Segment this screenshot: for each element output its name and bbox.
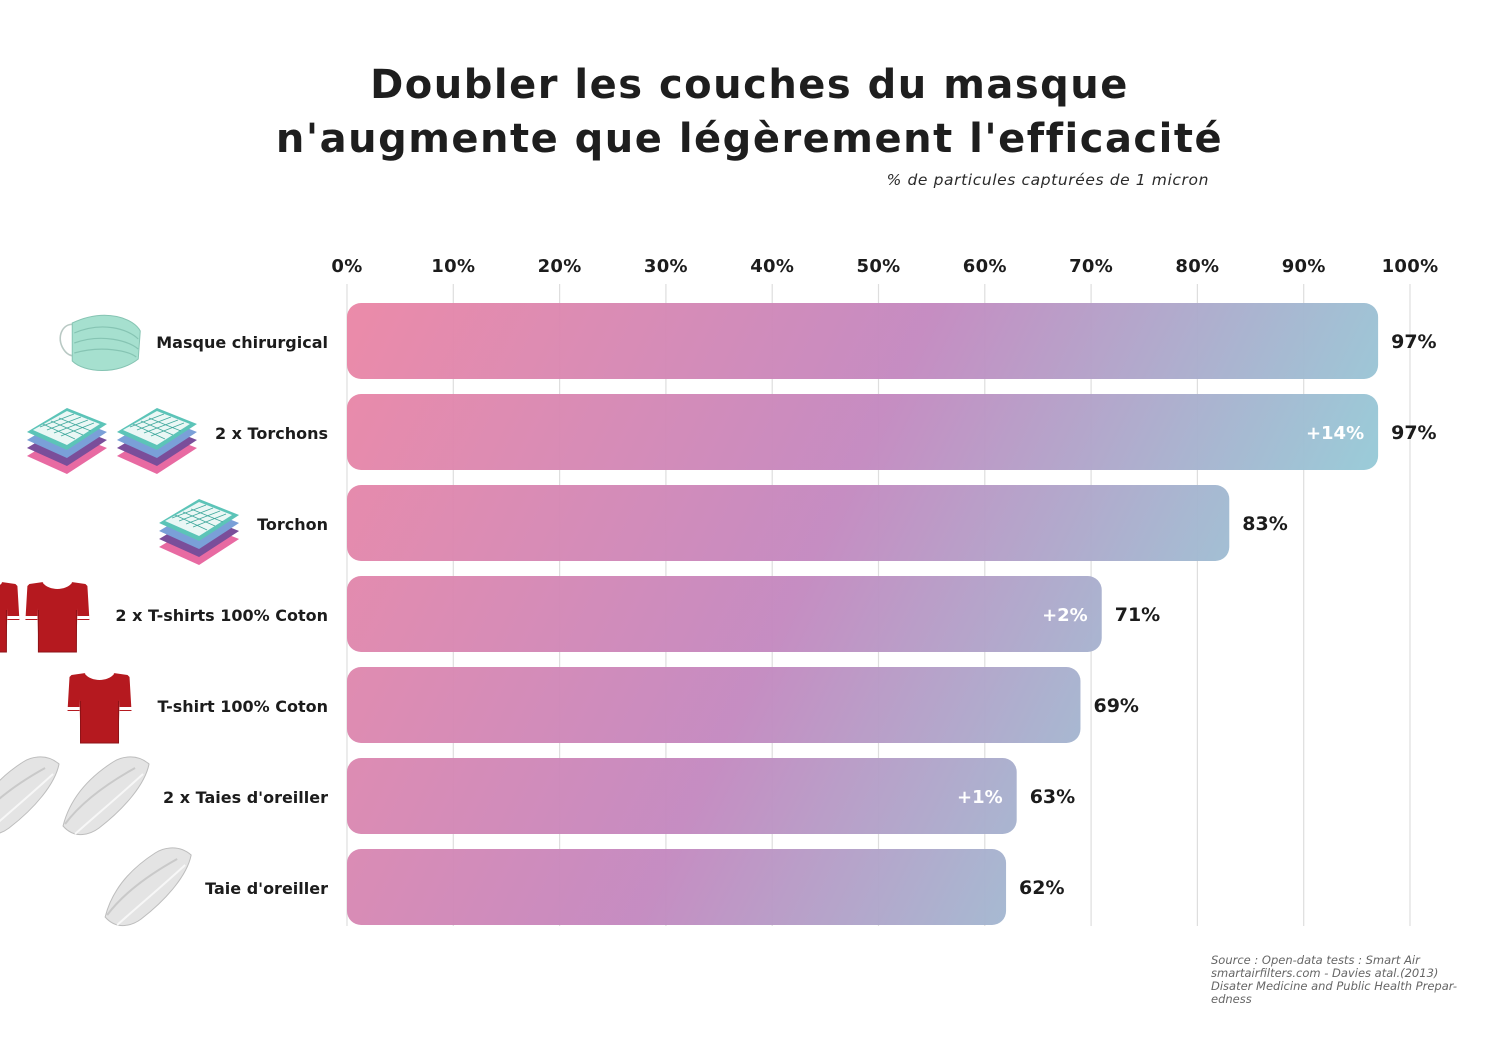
x-tick-label: 10% (431, 256, 475, 277)
category-label: 2 x Torchons (215, 424, 328, 443)
towel-icon (116, 407, 198, 475)
category-label: 2 x T-shirts 100% Coton (115, 606, 328, 625)
source-line-2: smartairfilters.com - Davies atal.(2013) (1211, 966, 1439, 980)
category-label: Taie d'oreiller (205, 879, 328, 898)
bar (347, 303, 1379, 379)
category-label: Masque chirurgical (156, 333, 328, 352)
pillow-icon (0, 755, 61, 836)
category-labels: Masque chirurgical 2 x Torchons Torchon 2 x… (115, 333, 328, 898)
x-tick-label: 90% (1282, 256, 1326, 277)
x-tick-label: 30% (644, 256, 688, 277)
bar (347, 485, 1230, 561)
x-axis-ticks: 0% 10% 20% 30% 40% 50% 60% 70% 80% 90% 100% (331, 256, 1438, 277)
chart-title-line-2: n'augmente que légèrement l'efficacité (275, 116, 1224, 162)
category-label: 2 x Taies d'oreiller (163, 788, 328, 807)
value-label: 83% (1242, 513, 1287, 535)
bar (347, 849, 1007, 925)
value-label: 71% (1115, 604, 1160, 626)
tshirt-icon (0, 581, 21, 653)
pillow-icon (104, 846, 193, 927)
mask-icon (59, 314, 142, 372)
value-label: 62% (1019, 877, 1064, 899)
pillow-icon (62, 755, 151, 836)
tshirt-icon (24, 581, 91, 653)
increase-label: +1% (957, 787, 1003, 808)
increase-label: +2% (1042, 605, 1088, 626)
towel-icon (158, 498, 240, 566)
bar (347, 394, 1379, 470)
source-line-1: Source : Open-data tests : Smart Air (1211, 953, 1420, 967)
x-tick-label: 80% (1175, 256, 1219, 277)
source-note: Source : Open-data tests : Smart Air sma… (1211, 954, 1481, 1006)
chart-subtitle: % de particules capturées de 1 micron (886, 171, 1209, 189)
category-label: Torchon (257, 515, 328, 534)
value-label: 97% (1391, 422, 1436, 444)
x-tick-label: 40% (750, 256, 794, 277)
x-tick-label: 60% (963, 256, 1007, 277)
value-label: 63% (1030, 786, 1075, 808)
x-tick-label: 70% (1069, 256, 1113, 277)
increase-label: +14% (1306, 423, 1364, 444)
source-line-3: Disater Medicine and Public Health Prepa… (1211, 979, 1458, 993)
x-tick-label: 100% (1382, 256, 1439, 277)
x-tick-label: 50% (857, 256, 901, 277)
category-label: T-shirt 100% Coton (158, 697, 328, 716)
source-line-4: edness (1211, 992, 1252, 1006)
x-tick-label: 0% (331, 256, 362, 277)
tshirt-icon (66, 672, 133, 744)
bar (347, 576, 1102, 652)
value-label: 69% (1093, 695, 1138, 717)
value-label: 97% (1391, 331, 1436, 353)
chart-title: Doubler les couches du masque n'augmente… (0, 58, 1499, 166)
chart-title-line-1: Doubler les couches du masque (370, 62, 1129, 108)
bars: 97% 97% +14% 83% 71% +2% 69% 63% +1% 62% (347, 303, 1437, 925)
towel-icon (26, 407, 108, 475)
bar (347, 667, 1081, 743)
bar (347, 758, 1017, 834)
x-tick-label: 20% (538, 256, 582, 277)
